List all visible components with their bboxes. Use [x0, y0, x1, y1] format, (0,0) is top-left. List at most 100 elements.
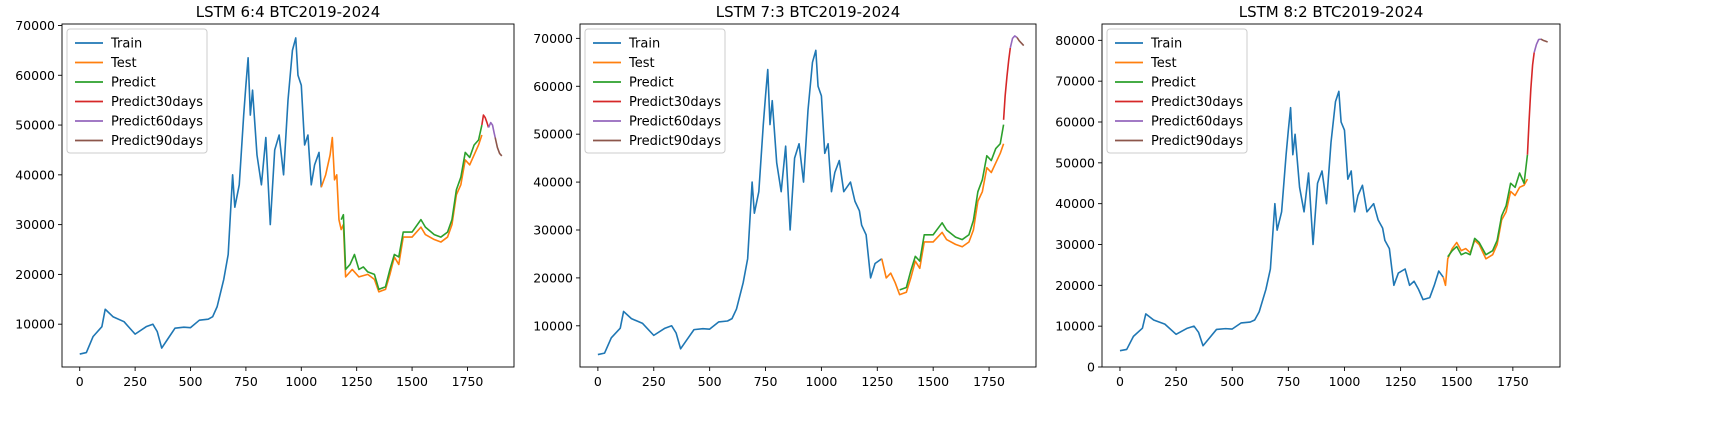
- legend-label: Predict30days: [629, 95, 721, 110]
- chart-title: LSTM 6:4 BTC2019-2024: [196, 3, 380, 21]
- x-tick-label: 750: [234, 374, 258, 389]
- legend-label: Predict30days: [1151, 95, 1243, 110]
- x-tick-label: 1250: [1385, 374, 1417, 389]
- y-tick-label: 60000: [15, 68, 55, 83]
- y-tick-label: 60000: [533, 79, 573, 94]
- legend-label: Train: [628, 37, 660, 52]
- x-tick-label: 500: [1220, 374, 1244, 389]
- legend-label: Predict60days: [111, 115, 203, 130]
- series-lines: [597, 35, 1025, 356]
- y-tick-label: 10000: [533, 318, 573, 333]
- legend-label: Predict: [111, 76, 156, 91]
- legend-label: Predict90days: [1151, 134, 1243, 149]
- legend-label: Test: [628, 56, 655, 71]
- x-tick-label: 0: [594, 374, 602, 389]
- series-lines: [1119, 38, 1548, 352]
- x-tick-label: 250: [642, 374, 666, 389]
- y-tick-label: 20000: [15, 267, 55, 282]
- chart-panel-2: LSTM 7:3 BTC2019-2024 0 250 500 750 1000 1250 1…: [533, 3, 1037, 389]
- legend: Train Test Predict Predict30days Predict60da…: [66, 28, 208, 154]
- legend-label: Predict60days: [629, 115, 721, 130]
- x-tick-label: 1750: [973, 374, 1005, 389]
- legend-label: Test: [110, 56, 137, 71]
- y-tick-label: 80000: [1055, 33, 1095, 48]
- series-line-predict: [340, 124, 483, 291]
- x-tick-label: 250: [123, 374, 147, 389]
- x-tick-label: 250: [1164, 374, 1188, 389]
- legend-box: [1106, 28, 1248, 154]
- series-line-test: [320, 134, 483, 293]
- y-tick-label: 40000: [533, 175, 573, 190]
- series-line-predict60days: [487, 121, 496, 138]
- series-line-predict90days: [1540, 38, 1548, 43]
- chart-panel-1: LSTM 6:4 BTC2019-2024 0 250 500 750 1000 1250 1…: [15, 3, 515, 389]
- y-tick-label: 20000: [1055, 278, 1095, 293]
- legend-label: Predict90days: [629, 134, 721, 149]
- series-line-train: [79, 37, 323, 355]
- x-tick-label: 1000: [1329, 374, 1361, 389]
- series-line-predict30days: [481, 114, 490, 128]
- legend-label: Predict: [1151, 76, 1196, 91]
- axes-frame: [1101, 23, 1561, 368]
- legend-label: Train: [110, 37, 142, 52]
- y-tick-label: 30000: [15, 217, 55, 232]
- x-tick-label: 500: [698, 374, 722, 389]
- x-tick-label: 1000: [285, 374, 317, 389]
- series-line-train: [1119, 90, 1444, 352]
- series-line-predict: [1447, 154, 1529, 258]
- series-line-predict30days: [1526, 52, 1535, 155]
- axes-frame: [579, 23, 1037, 368]
- chart-title: LSTM 8:2 BTC2019-2024: [1239, 3, 1423, 21]
- y-tick-label: 10000: [15, 317, 55, 332]
- legend-label: Predict60days: [1151, 115, 1243, 130]
- legend-label: Predict: [629, 76, 674, 91]
- y-tick-label: 50000: [533, 127, 573, 142]
- series-line-test: [1442, 178, 1529, 287]
- legend: Train Test Predict Predict30days Predict60da…: [584, 28, 726, 154]
- x-tick-label: 1500: [1441, 374, 1473, 389]
- y-tick-label: 20000: [533, 270, 573, 285]
- y-tick-label: 10000: [1055, 319, 1095, 334]
- series-line-predict90days: [494, 137, 503, 157]
- chart-panel-3: LSTM 8:2 BTC2019-2024 0 250 500 750 1000 1250 1…: [1055, 3, 1561, 389]
- series-line-predict90days: [1016, 36, 1025, 47]
- x-tick-label: 1500: [396, 374, 428, 389]
- x-tick-label: 1000: [806, 374, 838, 389]
- legend-label: Test: [1150, 56, 1177, 71]
- y-tick-label: 30000: [533, 222, 573, 237]
- legend: Train Test Predict Predict30days Predict60da…: [1106, 28, 1248, 154]
- x-tick-label: 500: [179, 374, 203, 389]
- series-line-predict30days: [1002, 47, 1012, 120]
- y-tick-label: 60000: [1055, 115, 1095, 130]
- y-tick-label: 30000: [1055, 237, 1095, 252]
- x-tick-label: 1250: [861, 374, 893, 389]
- y-tick-label: 40000: [15, 167, 55, 182]
- x-tick-label: 750: [754, 374, 778, 389]
- x-tick-label: 0: [1116, 374, 1124, 389]
- x-tick-label: 1750: [1497, 374, 1529, 389]
- y-tick-label: 70000: [533, 31, 573, 46]
- y-tick-label: 70000: [1055, 74, 1095, 89]
- y-tick-label: 50000: [15, 118, 55, 133]
- y-tick-label: 0: [1087, 360, 1095, 375]
- axes-frame: [61, 23, 515, 368]
- x-tick-label: 1500: [917, 374, 949, 389]
- series-line-predict60days: [1009, 35, 1018, 49]
- legend-label: Predict90days: [111, 134, 203, 149]
- y-tick-label: 70000: [15, 18, 55, 33]
- x-tick-label: 750: [1276, 374, 1300, 389]
- series-lines: [79, 37, 503, 355]
- series-line-train: [597, 49, 883, 356]
- series-line-predict: [899, 124, 1005, 291]
- series-line-predict60days: [1533, 38, 1542, 53]
- legend-label: Predict30days: [111, 95, 203, 110]
- x-tick-label: 1250: [341, 374, 373, 389]
- legend-box: [584, 28, 726, 154]
- x-tick-label: 0: [76, 374, 84, 389]
- chart-title: LSTM 7:3 BTC2019-2024: [716, 3, 900, 21]
- x-tick-label: 1750: [452, 374, 484, 389]
- legend-box: [66, 28, 208, 154]
- legend-label: Train: [1150, 37, 1182, 52]
- y-tick-label: 50000: [1055, 155, 1095, 170]
